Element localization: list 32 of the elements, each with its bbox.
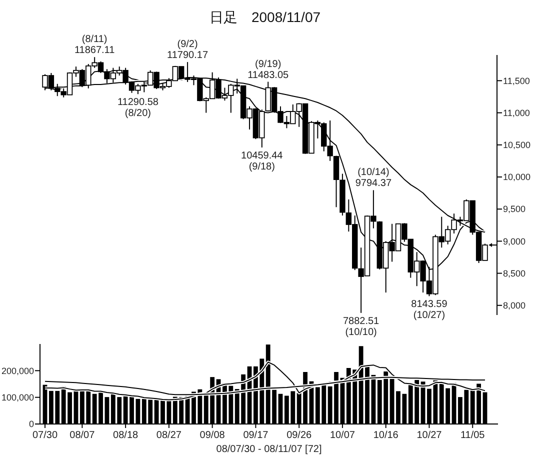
y-tick-label: 10,000	[503, 172, 531, 182]
x-tick-label: 08/07	[70, 430, 96, 441]
chart-title: 日足 2008/11/07	[209, 9, 321, 25]
annotation: 11290.58 (8/20)	[117, 97, 159, 120]
annotation: (9/19) 11483.05	[248, 58, 290, 81]
annotation: 7882.51 (10/10)	[342, 316, 380, 338]
y-tick-label: 9,500	[503, 204, 526, 214]
x-tick-label: 11/05	[460, 430, 486, 441]
annotation: (9/2) 11790.17	[167, 39, 208, 62]
x-tick-label: 10/07	[330, 430, 356, 441]
annotation: 8143.59 (10/27)	[411, 299, 448, 322]
y-tick-label: 8,500	[503, 268, 526, 278]
x-tick-label: 09/17	[243, 430, 269, 441]
x-tick-label: 09/26	[286, 430, 312, 441]
text: 08/07/30 - 08/11/07 [72]	[216, 444, 322, 455]
x-tick-label: 10/16	[373, 430, 399, 441]
y-tick-label: 11,500	[503, 76, 530, 86]
y-tick-label: 10,500	[503, 140, 531, 150]
y-tick-label: 8,000	[503, 300, 526, 311]
x-tick-label: 08/27	[156, 430, 182, 441]
x-tick-label: 09/08	[200, 430, 226, 441]
y-tick-label: 200,000	[1, 366, 34, 376]
y-tick-label: 100,000	[1, 392, 34, 402]
x-tick-label: 07/30	[32, 430, 58, 441]
annotation: (10/14) 9794.37	[355, 167, 392, 190]
y-tick-label: 9,000	[503, 236, 526, 246]
x-tick-label: 10/27	[416, 430, 442, 441]
y-tick-label: 11,000	[503, 108, 530, 118]
annotation: 10459.44 (9/18)	[241, 150, 284, 172]
y-tick-label: 0	[28, 419, 34, 430]
annotation: (8/11) 11867.11	[74, 34, 116, 56]
x-tick-label: 08/18	[113, 430, 139, 441]
